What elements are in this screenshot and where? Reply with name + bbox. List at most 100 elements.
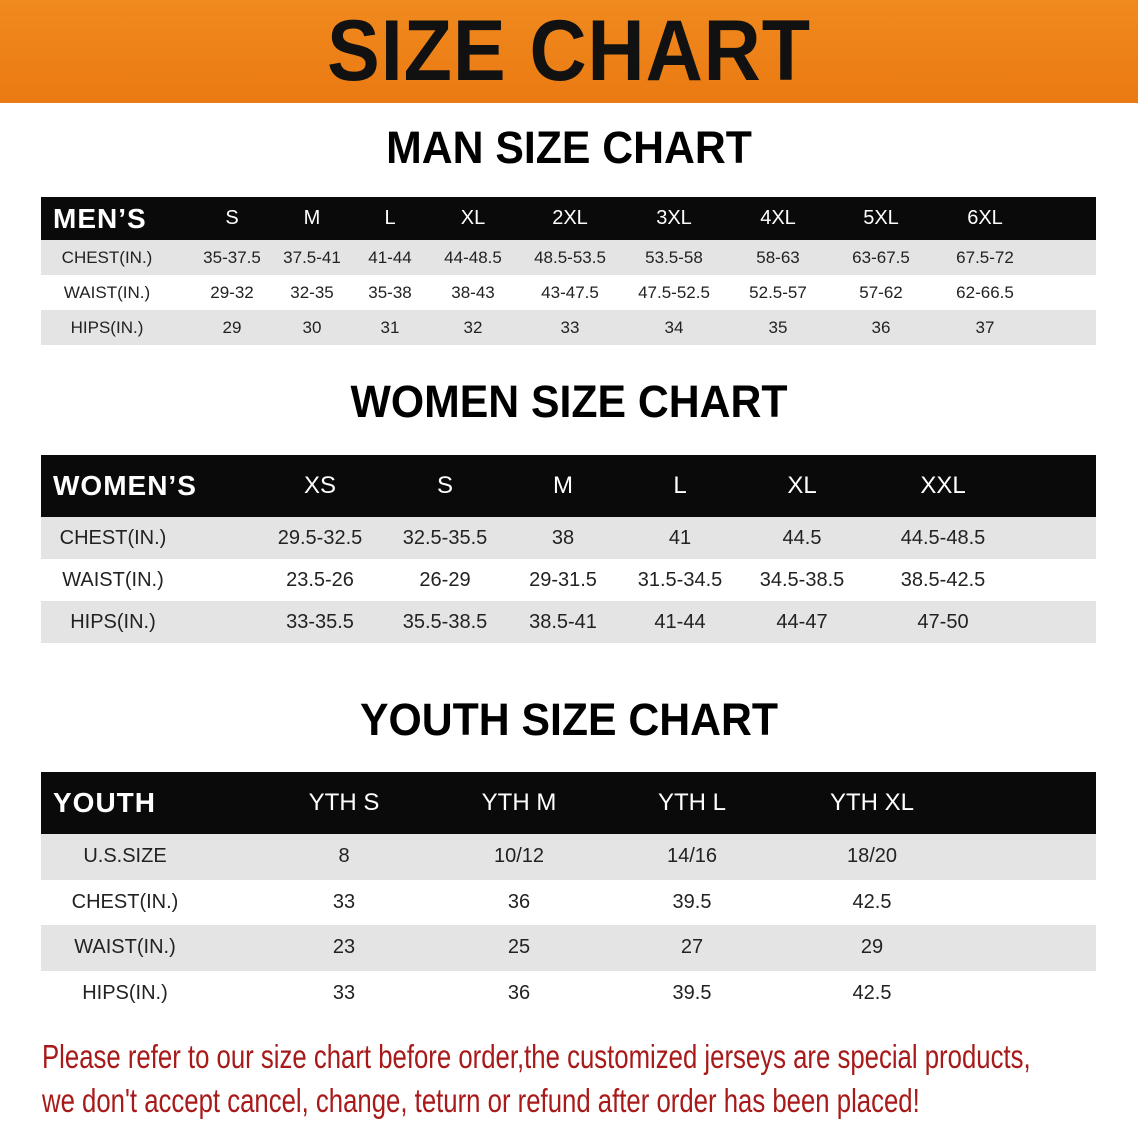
table-cell: 27 [680, 936, 704, 959]
table-cell: 14/16 [666, 845, 718, 868]
table-row: HIPS(IN.) 33-35.5 35.5-38.5 38.5-41 41-44 44-… [41, 601, 1096, 643]
table-cell: 23.5-26 [286, 568, 354, 591]
header-size-2xl: 2XL [552, 207, 588, 229]
table-cell: 47-50 [917, 610, 969, 633]
table-cell: 44.5-48.5 [900, 526, 986, 549]
women-section-title: WOMEN SIZE CHART [350, 376, 788, 427]
table-cell: 47.5-52.5 [638, 282, 710, 302]
banner-title: SIZE CHART [327, 3, 811, 99]
table-cell: 33 [332, 890, 356, 913]
table-cell: 29.5-32.5 [277, 526, 363, 549]
header-size-xxl: XXL [920, 472, 966, 499]
table-cell: 39.5 [672, 981, 712, 1004]
table-cell: 31.5-34.5 [637, 568, 723, 591]
table-cell: 33 [332, 981, 356, 1004]
table-cell: 38.5-42.5 [900, 568, 986, 591]
table-row: CHEST(IN.) 33 36 39.5 42.5 [41, 880, 1096, 926]
table-cell: 57-62 [859, 282, 903, 302]
table-cell: 53.5-58 [645, 247, 703, 267]
table-cell: 41-44 [654, 610, 706, 633]
table-cell: 29 [222, 317, 242, 337]
table-cell: 37 [975, 317, 995, 337]
table-cell: 18/20 [846, 845, 898, 868]
table-cell: 29-31.5 [529, 568, 597, 591]
header-size-m: M [553, 472, 573, 499]
table-cell: 36 [507, 981, 531, 1004]
header-label: MEN’S [53, 202, 147, 234]
table-cell: 33 [560, 317, 580, 337]
table-cell: 38 [551, 526, 575, 549]
row-label: CHEST(IN.) [61, 247, 153, 267]
table-row: U.S.SIZE 8 10/12 14/16 18/20 [41, 834, 1096, 880]
table-cell: 44.5 [782, 526, 822, 549]
men-table-header: MEN’S S M L XL 2XL 3XL 4XL 5XL 6XL [41, 197, 1096, 240]
table-cell: 36 [507, 890, 531, 913]
table-cell: 34 [664, 317, 684, 337]
table-cell: 48.5-53.5 [534, 247, 606, 267]
table-cell: 67.5-72 [956, 247, 1014, 267]
footer-notice-line-1: Please refer to our size chart before or… [42, 1038, 1031, 1075]
table-cell: 43-47.5 [541, 282, 599, 302]
table-cell: 35-37.5 [203, 247, 261, 267]
table-cell: 41 [668, 526, 692, 549]
table-cell: 26-29 [419, 568, 471, 591]
row-label: HIPS(IN.) [82, 981, 168, 1004]
table-cell: 58-63 [756, 247, 800, 267]
row-label: CHEST(IN.) [71, 890, 179, 913]
table-cell: 32.5-35.5 [402, 526, 488, 549]
header-size-l: L [673, 472, 687, 499]
table-cell: 37.5-41 [283, 247, 341, 267]
row-label: HIPS(IN.) [70, 610, 156, 633]
table-cell: 29 [860, 936, 884, 959]
header-size-xl: XL [787, 472, 817, 499]
row-label: U.S.SIZE [83, 845, 167, 868]
table-row: WAIST(IN.) 23.5-26 26-29 29-31.5 31.5-34.5 34… [41, 559, 1096, 601]
table-cell: 29-32 [210, 282, 254, 302]
table-cell: 35.5-38.5 [402, 610, 488, 633]
table-cell: 63-67.5 [852, 247, 910, 267]
table-cell: 42.5 [852, 981, 892, 1004]
header-size-yth-xl: YTH XL [829, 789, 915, 816]
footer-notice-line-2: we don't accept cancel, change, teturn o… [42, 1082, 920, 1119]
table-cell: 32 [463, 317, 483, 337]
table-cell: 10/12 [493, 845, 545, 868]
table-row: CHEST(IN.) 29.5-32.5 32.5-35.5 38 41 44.5 44.5… [41, 517, 1096, 559]
header-size-m: M [303, 207, 321, 229]
header-size-4xl: 4XL [760, 207, 796, 229]
table-cell: 35 [768, 317, 788, 337]
table-cell: 23 [332, 936, 356, 959]
table-cell: 52.5-57 [749, 282, 807, 302]
table-cell: 41-44 [368, 247, 412, 267]
table-cell: 62-66.5 [956, 282, 1014, 302]
table-cell: 25 [507, 936, 531, 959]
women-size-table: WOMEN’S XS S M L XL XXL CHEST(IN.) 29.5-32.5 32.5… [41, 455, 1096, 643]
banner: SIZE CHART [0, 0, 1138, 103]
row-label: WAIST(IN.) [62, 568, 164, 591]
header-size-yth-l: YTH L [657, 789, 727, 816]
header-size-xl: XL [460, 207, 486, 229]
table-row: HIPS(IN.) 29 30 31 32 33 34 35 36 37 [41, 310, 1096, 345]
header-label: YOUTH [53, 787, 156, 818]
youth-section-title: YOUTH SIZE CHART [359, 694, 778, 745]
table-cell: 30 [302, 317, 322, 337]
youth-size-table: YOUTH YTH S YTH M YTH L YTH XL U.S.SIZE 8 10/12… [41, 772, 1096, 1016]
header-size-s: S [436, 472, 454, 499]
header-size-s: S [225, 207, 239, 229]
men-section-title: MAN SIZE CHART [386, 122, 752, 173]
table-cell: 31 [380, 317, 400, 337]
table-cell: 33-35.5 [286, 610, 354, 633]
table-cell: 32-35 [290, 282, 334, 302]
row-label: HIPS(IN.) [70, 317, 144, 337]
header-size-6xl: 6XL [967, 207, 1003, 229]
table-row: WAIST(IN.) 29-32 32-35 35-38 38-43 43-47.5 47.… [41, 275, 1096, 310]
header-size-yth-s: YTH S [308, 789, 380, 816]
table-cell: 44-47 [776, 610, 828, 633]
row-label: CHEST(IN.) [59, 526, 167, 549]
table-row: CHEST(IN.) 35-37.5 37.5-41 41-44 44-48.5 48.5… [41, 240, 1096, 275]
header-label: WOMEN’S [53, 470, 197, 501]
table-cell: 42.5 [852, 890, 892, 913]
header-size-xs: XS [303, 472, 337, 499]
table-cell: 44-48.5 [444, 247, 502, 267]
men-size-table: MEN’S S M L XL 2XL 3XL 4XL 5XL 6XL CHEST(IN.) 35-37… [41, 197, 1096, 345]
table-cell: 36 [871, 317, 891, 337]
